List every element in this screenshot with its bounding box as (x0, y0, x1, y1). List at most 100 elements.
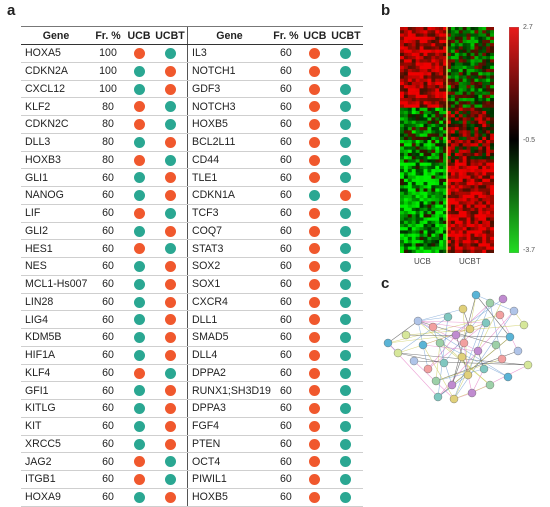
heatmap-cell (443, 156, 448, 160)
heatmap-cell (427, 217, 432, 222)
heatmap-cell (411, 30, 416, 34)
heatmap-cell (482, 39, 487, 44)
heatmap-cell (439, 162, 444, 167)
heatmap-cell (482, 149, 487, 154)
heatmap-cell (474, 75, 479, 79)
heatmap-cell (431, 185, 436, 189)
heatmap-cell (490, 140, 495, 144)
ucb-down-dot (133, 491, 145, 503)
ucb-cell (125, 239, 153, 258)
ucb-cell (300, 470, 329, 489)
heatmap-cell (490, 243, 495, 247)
heatmap-cell (450, 140, 456, 144)
ucbt-down-dot (340, 385, 352, 397)
ucb-up-dot (309, 314, 321, 326)
frequency-value: 60 (91, 381, 125, 400)
heatmap-cell (439, 117, 444, 121)
heatmap-cell (407, 62, 413, 67)
heatmap-cell (403, 185, 409, 189)
heatmap-cell (470, 143, 475, 147)
heatmap-cell (407, 230, 413, 234)
ucb-cell (125, 204, 153, 223)
heatmap-cell (443, 85, 448, 89)
heatmap-cell (411, 249, 416, 254)
ucb-cell (125, 328, 153, 347)
heatmap-cell (482, 249, 487, 254)
heatmap-cell (443, 246, 448, 251)
heatmap-cell (435, 140, 440, 144)
heatmap-cell (427, 88, 432, 92)
color-scale-canvas (508, 26, 520, 254)
heatmap-cell (423, 156, 428, 160)
heatmap-cell (435, 107, 440, 112)
heatmap-cell (482, 181, 487, 186)
heatmap-cell (411, 46, 416, 50)
heatmap-cell (431, 133, 436, 138)
heatmap-cell (435, 49, 440, 54)
heatmap-cell (466, 94, 471, 99)
heatmap-cell (443, 104, 448, 109)
heatmap-cell (478, 217, 483, 222)
heatmap-cell (490, 207, 495, 212)
heatmap-cell (478, 78, 483, 83)
heatmap-cell (478, 159, 483, 163)
heatmap-cell (419, 136, 424, 141)
heatmap-cell (435, 143, 440, 147)
heatmap-cell (400, 211, 405, 215)
heatmap-cell (415, 240, 420, 244)
heatmap-cell (439, 56, 444, 60)
heatmap-cell (486, 146, 491, 150)
heatmap-cell (454, 201, 460, 205)
ucb-cell (300, 151, 329, 170)
frequency-value: 80 (91, 115, 125, 134)
network-node (393, 348, 403, 358)
heatmap-cell (431, 240, 436, 244)
gene-name: XRCC5 (21, 435, 91, 454)
ucbt-cell (153, 488, 188, 507)
heatmap-cell (435, 181, 440, 186)
heatmap-cell (490, 127, 495, 131)
heatmap-cell (400, 152, 405, 157)
heatmap-cell (466, 149, 471, 154)
heatmap-cell (462, 65, 467, 70)
heatmap-cell (407, 143, 413, 147)
heatmap-cell (400, 94, 405, 99)
ucb-down-dot (133, 225, 145, 237)
heatmap-cell (447, 175, 452, 180)
heatmap-cell (478, 143, 483, 147)
heatmap-cell (423, 223, 428, 228)
heatmap-cell (490, 117, 495, 121)
heatmap-cell (450, 104, 456, 109)
heatmap-cell (419, 156, 424, 160)
heatmap-cell (454, 230, 460, 234)
heatmap-cell (407, 46, 413, 50)
heatmap-cell (443, 123, 448, 128)
heatmap-cell (458, 136, 463, 141)
heatmap-cell (439, 68, 444, 73)
heatmap-cell (482, 81, 487, 86)
heatmap-cell (466, 30, 471, 34)
heatmap-cell (419, 143, 424, 147)
heatmap-cell (431, 110, 436, 115)
heatmap-cell (423, 59, 428, 63)
heatmap-cell (411, 152, 416, 157)
heatmap-cell (419, 39, 424, 44)
heatmap-cell (447, 156, 452, 160)
heatmap-cell (470, 65, 475, 70)
heatmap-cell (466, 27, 471, 31)
heatmap-cell (482, 240, 487, 244)
ucbt-down-dot (340, 420, 352, 432)
heatmap-cell (478, 120, 483, 125)
heatmap-cell (443, 178, 448, 183)
heatmap-cell (411, 56, 416, 60)
ucbt-cell (328, 257, 363, 276)
frequency-value: 60 (270, 97, 301, 116)
heatmap-cell (427, 33, 432, 37)
heatmap-cell (478, 46, 483, 50)
heatmap-cell (447, 81, 452, 86)
heatmap-cell (435, 214, 440, 218)
heatmap-cell (423, 240, 428, 244)
heatmap-cell (415, 136, 420, 141)
heatmap-cell (450, 204, 456, 209)
heatmap-cell (435, 198, 440, 202)
